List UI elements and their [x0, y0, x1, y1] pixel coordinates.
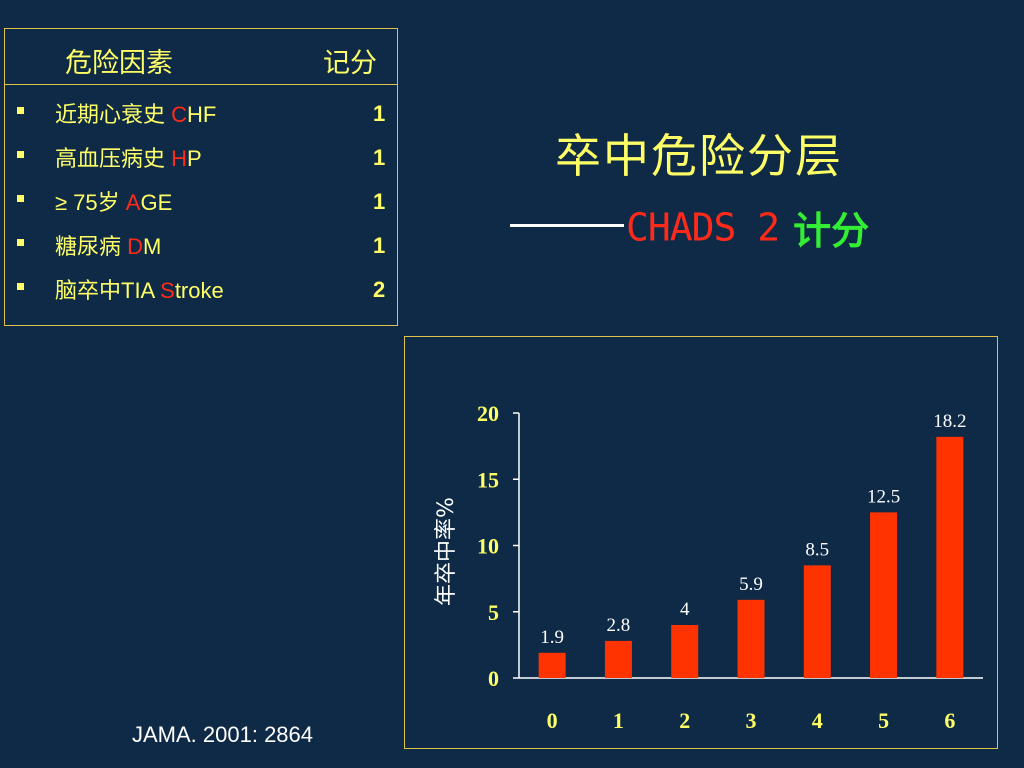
table-row: 脑卒中TIA Stroke 2 [5, 271, 397, 311]
square-bullet-icon [17, 151, 24, 158]
x-tick-label: 6 [944, 708, 955, 733]
risk-factor-score: 1 [373, 101, 386, 126]
stroke-rate-bar-chart: 0 5 10 15 20 1.9 0 2.8 1 4 2 5.9 3 8.5 4 12.5 5 18.2 6 年卒中率… [434, 401, 983, 733]
subtitle-code: CHADS 2 [626, 205, 780, 250]
x-tick-label: 1 [613, 708, 624, 733]
bar-data-label: 12.5 [867, 486, 900, 507]
bar [604, 640, 632, 678]
x-tick-label: 0 [547, 708, 558, 733]
y-tick-label: 5 [488, 600, 499, 625]
y-tick-label: 10 [477, 534, 499, 559]
bar-data-label: 5.9 [739, 574, 763, 595]
x-tick-label: 2 [679, 708, 690, 733]
bar-data-label: 18.2 [933, 411, 966, 432]
risk-factor-table: 危险因素 记分 近期心衰史 CHF 1 高血压病史 HP 1 ≥ 75岁 AGE… [4, 28, 398, 326]
risk-factor-score: 1 [373, 233, 386, 258]
y-tick-label: 0 [488, 666, 499, 691]
risk-factor-score: 2 [373, 277, 386, 302]
table-row: 近期心衰史 CHF 1 [5, 95, 397, 135]
square-bullet-icon [17, 283, 24, 290]
square-bullet-icon [17, 239, 24, 246]
header-risk-factor: 危险因素 [65, 48, 173, 79]
table-row: 糖尿病 DM 1 [5, 227, 397, 267]
bar [803, 565, 831, 678]
citation: JAMA. 2001: 2864 [132, 722, 314, 747]
risk-factor-label: 近期心衰史 CHF [55, 102, 217, 127]
bar-data-label: 4 [680, 599, 690, 620]
risk-factor-label: 糖尿病 DM [55, 234, 162, 259]
table-row: ≥ 75岁 AGE 1 [5, 183, 397, 223]
subtitle-suffix: 计分 [793, 209, 870, 253]
bar-data-label: 2.8 [607, 615, 631, 636]
table-row: 高血压病史 HP 1 [5, 139, 397, 179]
dash-decoration [510, 224, 624, 227]
y-tick-label: 20 [477, 401, 499, 426]
bar-data-label: 8.5 [805, 539, 829, 560]
bar [737, 599, 765, 678]
table-header: 危险因素 记分 [5, 29, 397, 85]
risk-factor-label: 脑卒中TIA Stroke [55, 278, 224, 303]
bar [870, 512, 898, 678]
x-tick-label: 3 [746, 708, 757, 733]
y-tick-label: 15 [477, 467, 499, 492]
risk-factor-score: 1 [373, 189, 386, 214]
risk-factor-score: 1 [373, 145, 386, 170]
y-axis-label: 年卒中率% [434, 497, 459, 606]
x-tick-label: 5 [878, 708, 889, 733]
bar [671, 625, 699, 678]
slide-title: 卒中危险分层 [555, 129, 843, 183]
square-bullet-icon [17, 107, 24, 114]
header-score: 记分 [323, 48, 377, 79]
bar [936, 436, 964, 678]
slide-subtitle: CHADS 2 计分 [510, 200, 870, 253]
chart-frame: 0 5 10 15 20 1.9 0 2.8 1 4 2 5.9 3 8.5 4 12.5 5 18.2 6 年卒中率… [404, 336, 998, 749]
square-bullet-icon [17, 195, 24, 202]
risk-factor-label: ≥ 75岁 AGE [55, 190, 173, 215]
x-tick-label: 4 [812, 708, 823, 733]
bar-data-label: 1.9 [540, 627, 564, 648]
risk-factor-label: 高血压病史 HP [55, 146, 202, 171]
bar [538, 652, 566, 678]
